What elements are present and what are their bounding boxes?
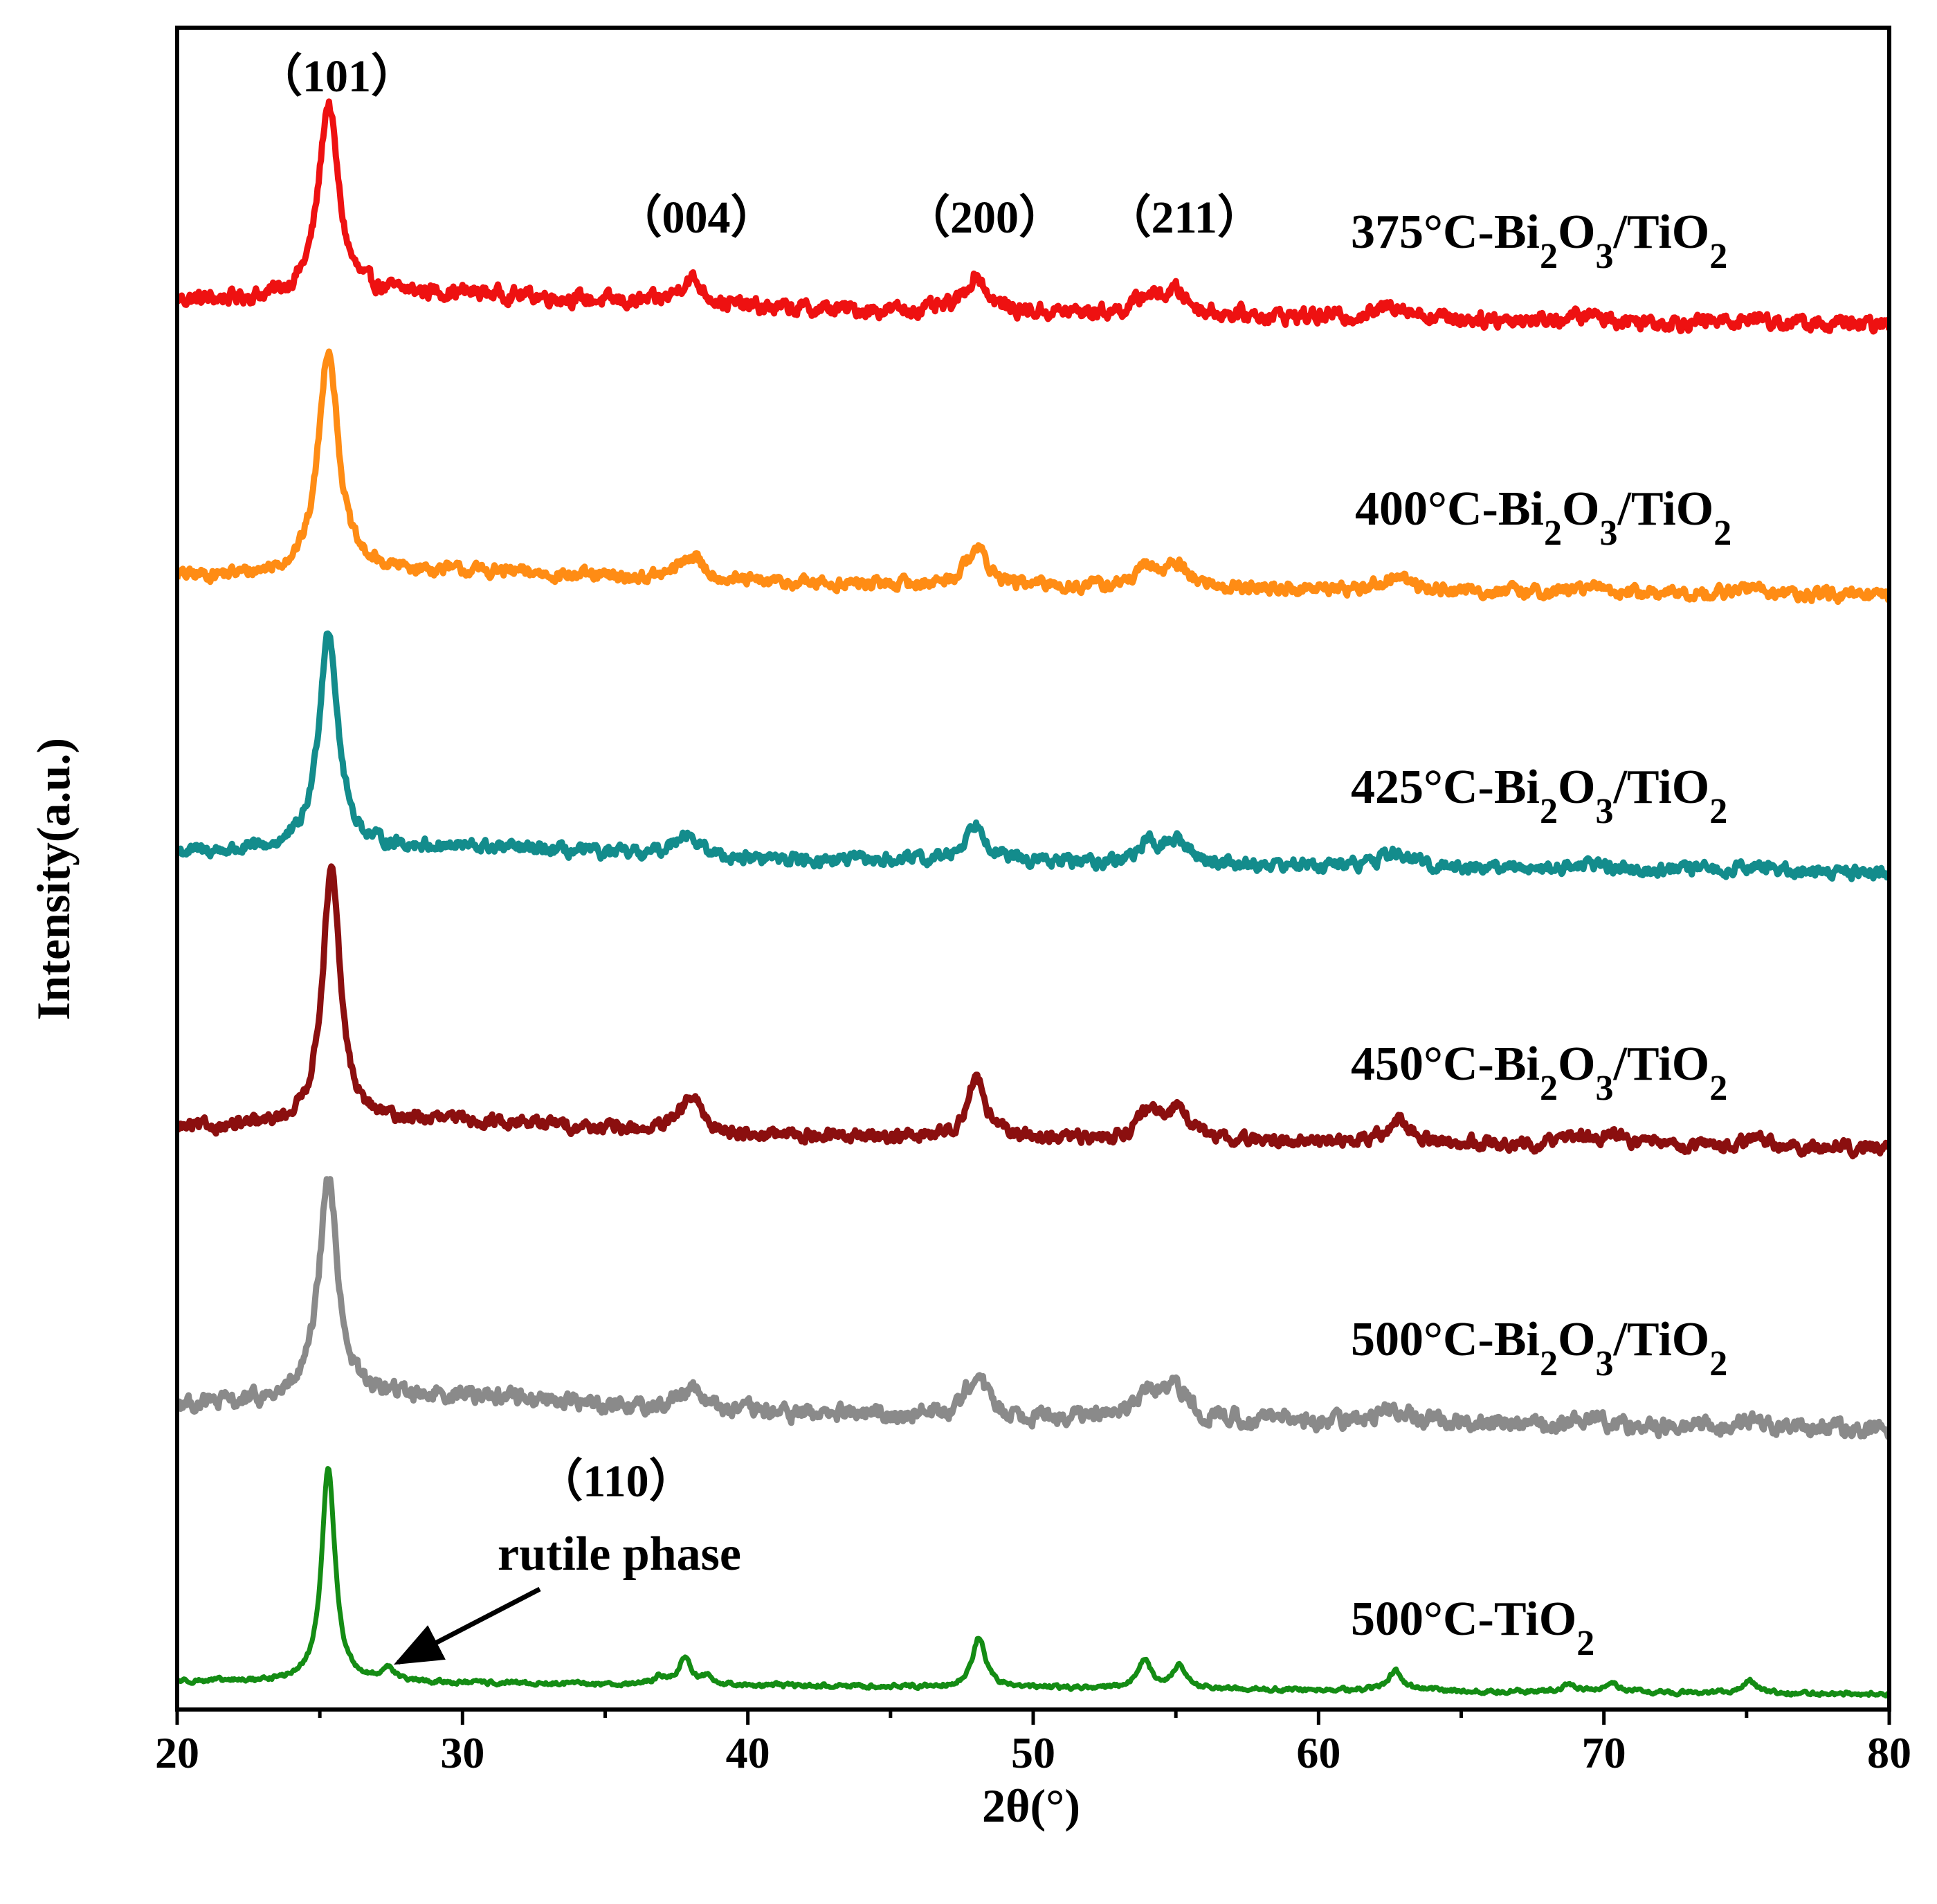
series-line bbox=[177, 1466, 1889, 1699]
annotation-hkl: （110） bbox=[537, 1456, 694, 1507]
series-label: 450°C-Bi2O3/TiO2 bbox=[1351, 1037, 1727, 1108]
annotation-text: rutile phase bbox=[498, 1527, 741, 1581]
x-tick-label: 20 bbox=[155, 1728, 199, 1777]
annotation-arrow bbox=[393, 1586, 541, 1665]
series-label: 425°C-Bi2O3/TiO2 bbox=[1351, 761, 1727, 831]
series-line bbox=[177, 98, 1889, 335]
series-line bbox=[177, 1176, 1889, 1440]
x-tick-label: 50 bbox=[1011, 1728, 1055, 1777]
series-label: 375°C-Bi2O3/TiO2 bbox=[1351, 206, 1727, 276]
series-label: 500°C-TiO2 bbox=[1351, 1593, 1594, 1663]
x-tick-label: 30 bbox=[440, 1728, 484, 1777]
series-label: 500°C-Bi2O3/TiO2 bbox=[1351, 1313, 1727, 1384]
series-line bbox=[177, 863, 1889, 1160]
series-line bbox=[177, 348, 1889, 606]
series-labels: 375°C-Bi2O3/TiO2 400°C-Bi2O3/TiO2 425°C-… bbox=[1351, 206, 1731, 1663]
peak-label: （101） bbox=[257, 51, 417, 102]
peak-labels: （101） （004） （200） （211） bbox=[257, 51, 1263, 243]
peak-label: （200） bbox=[904, 192, 1064, 243]
x-tick-label: 80 bbox=[1867, 1728, 1911, 1777]
x-tick-label: 40 bbox=[726, 1728, 770, 1777]
rutile-annotation: （110） rutile phase bbox=[393, 1456, 741, 1665]
x-axis-title: 2θ(°) bbox=[982, 1779, 1080, 1832]
series-layer bbox=[177, 98, 1889, 1699]
x-tick-label: 70 bbox=[1582, 1728, 1626, 1777]
x-axis-tick-labels: 20 30 40 50 60 70 80 bbox=[155, 1728, 1911, 1777]
x-tick-label: 60 bbox=[1296, 1728, 1340, 1777]
peak-label: （004） bbox=[617, 192, 776, 243]
series-label: 400°C-Bi2O3/TiO2 bbox=[1355, 482, 1731, 553]
peak-label: （211） bbox=[1105, 192, 1262, 243]
series-line bbox=[177, 630, 1889, 882]
y-axis-title: Intensity(a.u.) bbox=[27, 738, 80, 1020]
x-axis-ticks bbox=[175, 1710, 1891, 1725]
